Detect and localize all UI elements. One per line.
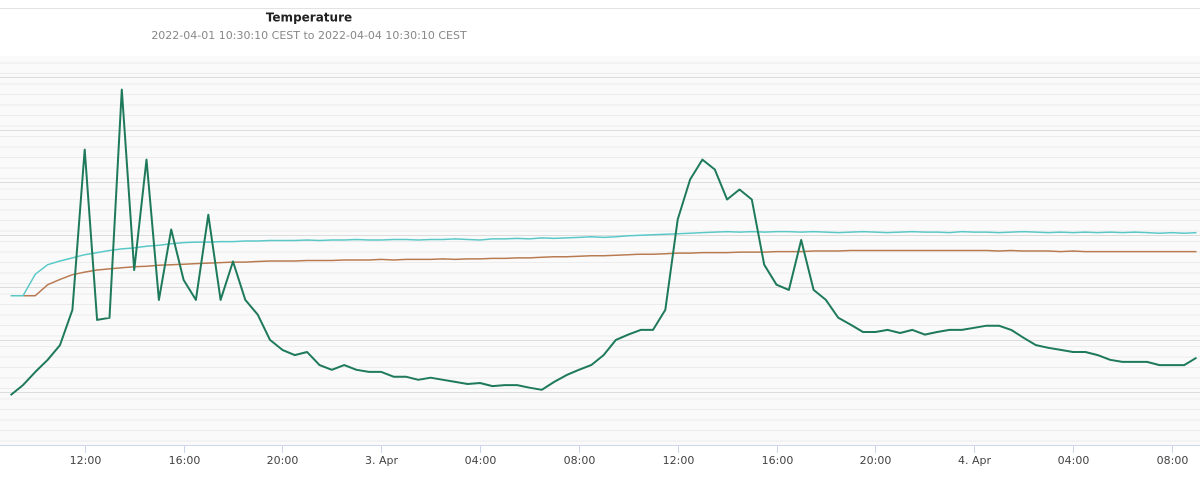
- series-line: [10, 249, 1197, 297]
- series-line: [9, 88, 1198, 396]
- x-tick-label: 3. Apr: [365, 454, 398, 467]
- x-tick-label: 04:00: [465, 454, 497, 467]
- chart-title: Temperature: [266, 11, 352, 25]
- chart-subtitle: 2022-04-01 10:30:10 CEST to 2022-04-04 1…: [151, 29, 467, 42]
- x-tick-label: 20:00: [860, 454, 892, 467]
- x-tick-label: 04:00: [1058, 454, 1090, 467]
- x-tick-label: 08:00: [564, 454, 596, 467]
- plot-lines: [9, 88, 1198, 396]
- x-tick-label: 16:00: [169, 454, 201, 467]
- x-tick-label: 16:00: [762, 454, 794, 467]
- series-line: [10, 230, 1197, 297]
- x-tick-label: 12:00: [70, 454, 102, 467]
- x-tick-label: 12:00: [663, 454, 695, 467]
- x-tick-label: 20:00: [267, 454, 299, 467]
- x-tick-label: 4. Apr: [958, 454, 991, 467]
- x-tick-label: 08:00: [1157, 454, 1189, 467]
